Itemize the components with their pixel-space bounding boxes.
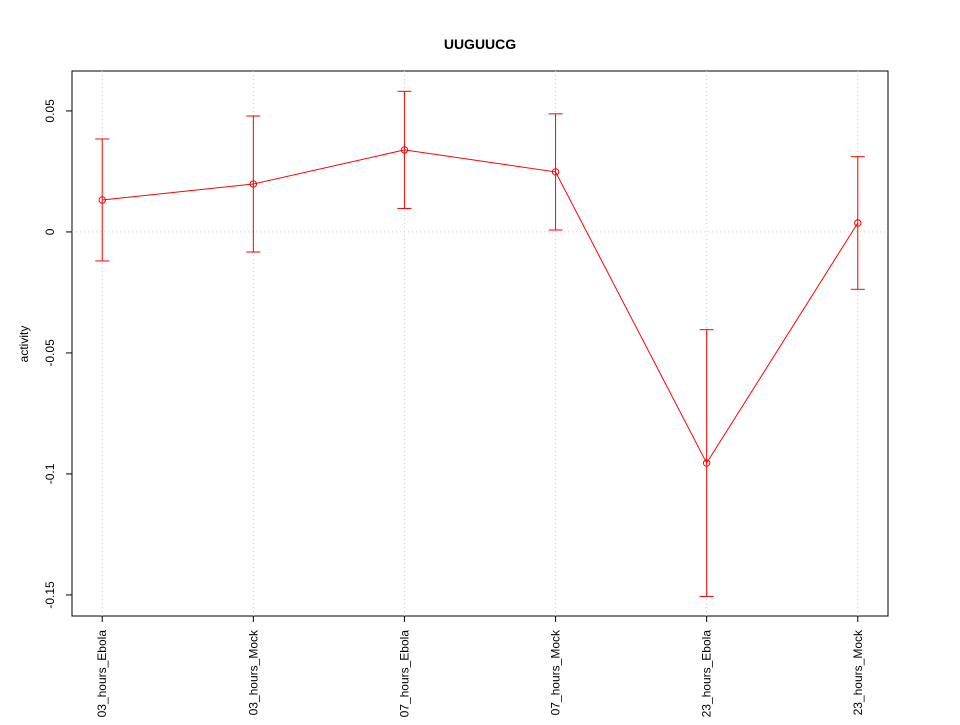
plot-frame <box>71 70 889 617</box>
y-axis-label: activity <box>17 326 31 363</box>
data-point <box>551 168 560 176</box>
y-tick-label: -0.15 <box>43 581 57 609</box>
x-tick-label: 23_hours_Ebola <box>700 630 714 718</box>
data-point <box>854 219 862 227</box>
x-tick-label: 03_hours_Mock <box>246 629 260 715</box>
x-tick-label: 03_hours_Ebola <box>95 630 109 718</box>
data-point <box>702 459 711 467</box>
chart-title: UUGUUCG <box>444 36 516 52</box>
data-point <box>98 196 106 204</box>
y-tick-label: 0 <box>43 228 57 235</box>
y-tick-label: -0.1 <box>43 463 57 484</box>
x-tick-label: 07_hours_Ebola <box>397 630 411 718</box>
data-point <box>400 146 409 154</box>
data-line <box>102 149 859 465</box>
x-tick-label: 07_hours_Mock <box>549 629 563 715</box>
x-tick-label: 23_hours_Mock <box>851 629 865 715</box>
data-point <box>249 180 258 188</box>
y-tick-label: -0.05 <box>43 339 57 367</box>
y-tick-label: 0.05 <box>43 99 57 123</box>
